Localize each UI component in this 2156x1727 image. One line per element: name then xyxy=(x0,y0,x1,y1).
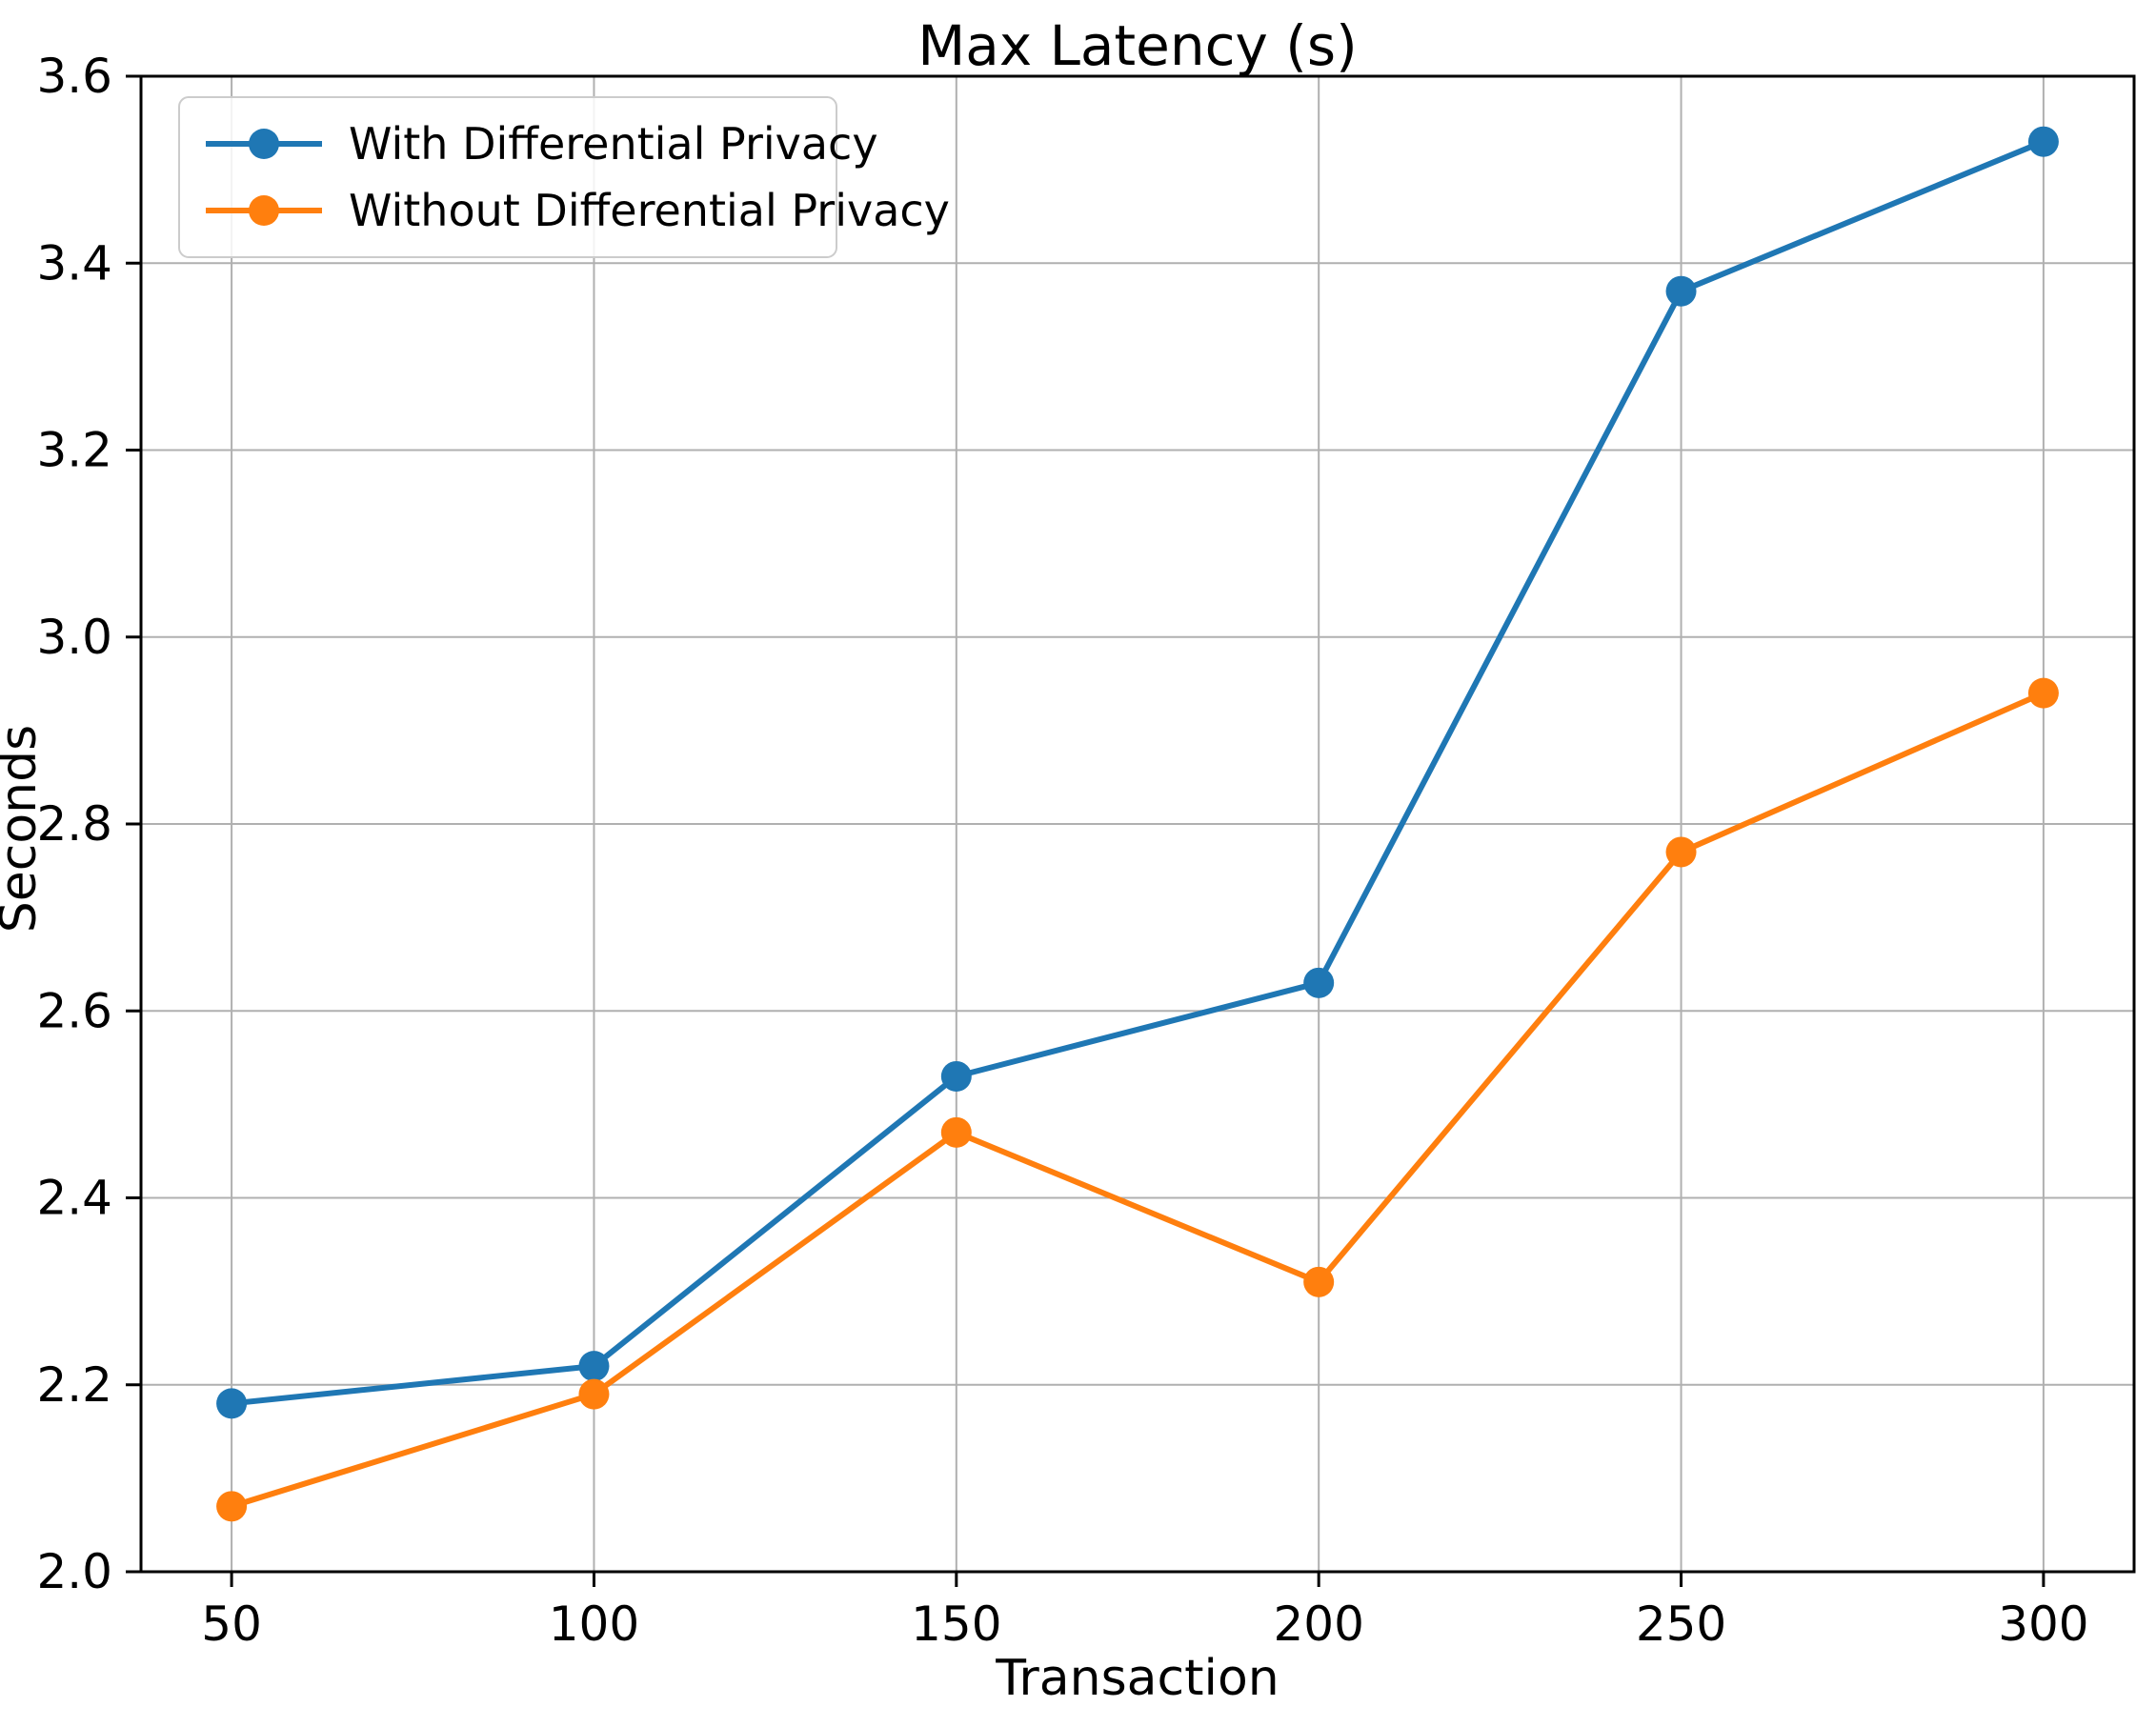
legend-label: With Differential Privacy xyxy=(349,118,878,170)
chart-title: Max Latency (s) xyxy=(917,13,1358,78)
legend-marker xyxy=(249,195,279,226)
data-point-marker xyxy=(940,1060,972,1092)
y-tick-label: 2.6 xyxy=(36,983,112,1038)
data-point-marker xyxy=(578,1378,610,1410)
data-point-marker xyxy=(1303,967,1335,998)
x-tick-label: 150 xyxy=(911,1596,1001,1652)
y-tick-label: 2.8 xyxy=(36,796,112,852)
x-tick-label: 250 xyxy=(1636,1596,1726,1652)
series-line-1 xyxy=(229,690,2046,1510)
data-point-marker xyxy=(2027,677,2059,709)
y-tick-label: 2.4 xyxy=(36,1171,112,1226)
data-point-marker xyxy=(2027,126,2059,157)
legend-label: Without Differential Privacy xyxy=(349,185,950,236)
data-point-marker xyxy=(1665,275,1697,307)
y-tick-label: 3.2 xyxy=(36,423,112,478)
legend-box xyxy=(178,96,837,258)
y-tick-label: 3.6 xyxy=(36,49,112,104)
x-axis-label: Transaction xyxy=(996,1650,1279,1707)
x-tick-label: 100 xyxy=(549,1596,639,1652)
data-point-marker xyxy=(578,1351,610,1382)
x-tick-label: 50 xyxy=(201,1596,262,1652)
data-point-marker xyxy=(1665,836,1697,868)
y-tick-label: 3.0 xyxy=(36,610,112,665)
x-tick-label: 300 xyxy=(1998,1596,2088,1652)
y-tick-label: 2.0 xyxy=(36,1544,112,1599)
legend-marker xyxy=(249,129,279,159)
data-point-marker xyxy=(940,1116,972,1148)
data-point-marker xyxy=(216,1491,248,1522)
y-tick-label: 3.4 xyxy=(36,235,112,291)
legend: With Differential Privacy Without Differe… xyxy=(178,96,950,258)
y-tick-label: 2.2 xyxy=(36,1357,112,1413)
y-axis-label: Seconds xyxy=(0,724,48,934)
x-tick-label: 200 xyxy=(1273,1596,1363,1652)
data-point-marker xyxy=(1303,1266,1335,1297)
data-point-marker xyxy=(216,1388,248,1419)
series-line-0 xyxy=(229,138,2046,1407)
